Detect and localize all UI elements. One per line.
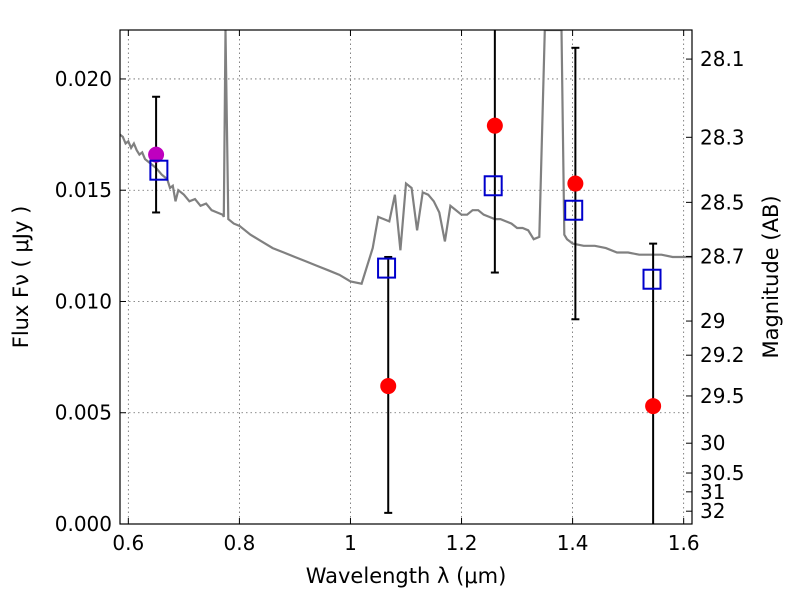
right-tick-label: 30.5 xyxy=(700,461,745,485)
y-axis-label: Flux Fν ( μJy ) xyxy=(9,206,33,349)
observed-point xyxy=(148,146,165,163)
right-tick-label: 29 xyxy=(700,309,725,333)
right-tick-label: 28.5 xyxy=(700,190,745,214)
right-tick-label: 28.1 xyxy=(700,47,745,71)
observed-point xyxy=(380,378,397,395)
ticks-layer: 0.6 0.8 1 1.2 1.4 1.6 0.000 0.005 0.010 0.015 0.02… xyxy=(55,30,745,555)
grid-layer xyxy=(120,30,692,525)
y-tick-label: 0.005 xyxy=(55,401,112,425)
right-tick-label: 28.3 xyxy=(700,125,745,149)
x-tick-label: 1.2 xyxy=(446,531,478,555)
model-square xyxy=(642,268,662,290)
x-tick-label: 1.6 xyxy=(668,531,700,555)
y-tick-label: 0.000 xyxy=(55,512,112,536)
y-tick-label: 0.020 xyxy=(55,67,112,91)
x-axis-label: Wavelength λ (μm) xyxy=(306,564,507,588)
right-tick-label: 31 xyxy=(700,480,725,504)
right-axis-label: Magnitude (AB) xyxy=(759,195,783,358)
errorbar-layer xyxy=(152,30,658,524)
right-tick-label: 32 xyxy=(700,499,725,523)
plot-frame xyxy=(119,29,693,525)
right-tick-label: 29.5 xyxy=(700,384,745,408)
squares-layer xyxy=(149,159,662,290)
observed-point xyxy=(486,117,503,134)
model-square xyxy=(564,199,584,221)
x-tick-label: 0.8 xyxy=(223,531,255,555)
model-square xyxy=(483,175,503,197)
right-tick-label: 29.2 xyxy=(700,343,745,367)
y-tick-label: 0.010 xyxy=(55,289,112,313)
y-tick-label: 0.015 xyxy=(55,178,112,202)
x-tick-label: 0.6 xyxy=(112,531,144,555)
model-square xyxy=(149,159,169,181)
observed-point xyxy=(645,398,662,415)
x-tick-label: 1.4 xyxy=(557,531,589,555)
observed-point xyxy=(567,175,584,192)
x-tick-label: 1 xyxy=(344,531,357,555)
spectrum-layer xyxy=(120,30,692,285)
spectrum-line xyxy=(120,30,692,285)
right-tick-label: 28.7 xyxy=(700,244,745,268)
points-layer xyxy=(148,117,662,415)
model-square xyxy=(377,257,397,279)
right-tick-label: 30 xyxy=(700,431,725,455)
